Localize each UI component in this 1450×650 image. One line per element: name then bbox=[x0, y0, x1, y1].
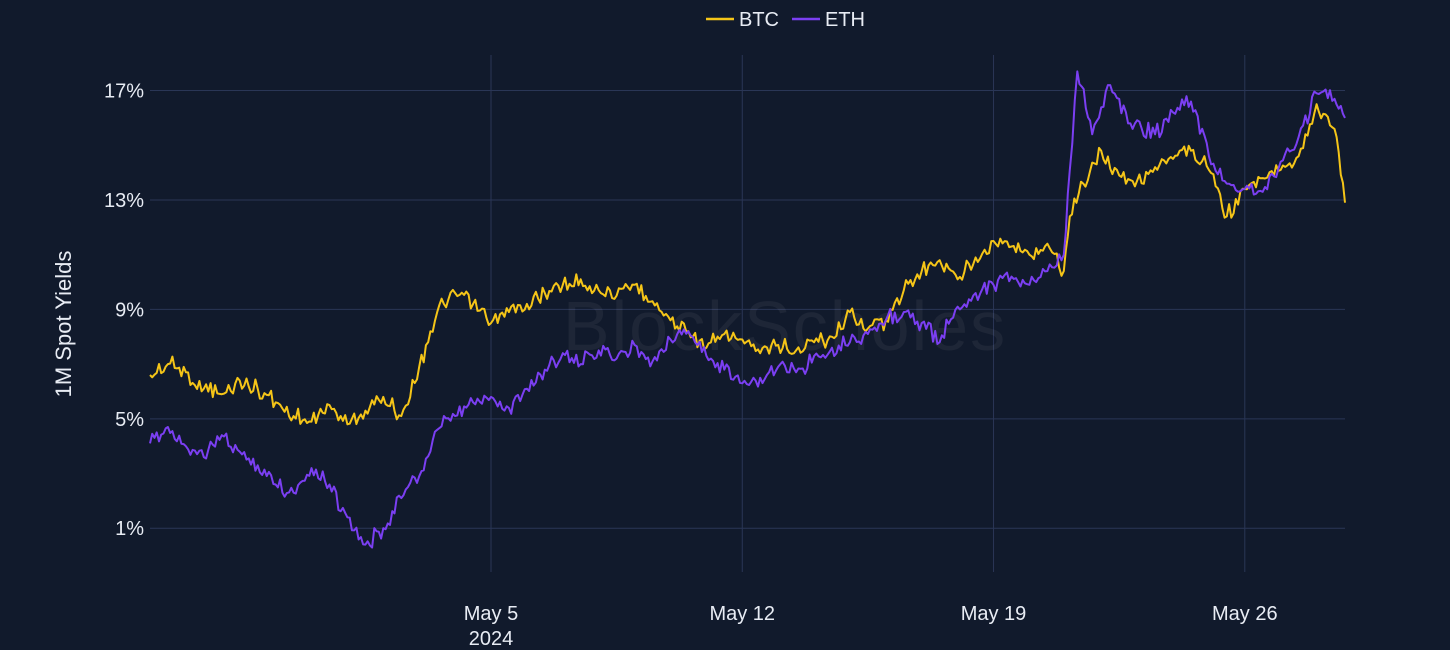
y-axis-title: 1M Spot Yields bbox=[51, 251, 76, 398]
x-tick-label: May 19 bbox=[961, 603, 1027, 625]
y-tick-label: 9% bbox=[115, 299, 144, 321]
x-tick-label: May 5 bbox=[464, 603, 518, 625]
legend-label: BTC bbox=[739, 9, 779, 31]
y-tick-label: 5% bbox=[115, 409, 144, 431]
y-tick-label: 13% bbox=[104, 190, 144, 212]
x-axis-ticks: May 5 2024 May 12 May 19 May 26 bbox=[464, 603, 1278, 650]
x-tick-label: May 12 bbox=[709, 603, 775, 625]
x-tick-label: May 26 bbox=[1212, 603, 1278, 625]
legend-item-eth[interactable]: ETH bbox=[792, 9, 865, 31]
y-tick-label: 1% bbox=[115, 518, 144, 540]
legend-item-btc[interactable]: BTC bbox=[706, 9, 779, 31]
series-line-eth bbox=[149, 70, 1346, 549]
legend[interactable]: BTC ETH bbox=[706, 9, 865, 31]
series-line-btc bbox=[149, 103, 1346, 426]
legend-label: ETH bbox=[825, 9, 865, 31]
series-layer bbox=[149, 70, 1346, 549]
y-tick-label: 17% bbox=[104, 81, 144, 103]
x-tick-sublabel: 2024 bbox=[469, 628, 514, 650]
y-axis-ticks: 1% 5% 9% 13% 17% bbox=[104, 81, 144, 541]
grid bbox=[150, 55, 1345, 572]
